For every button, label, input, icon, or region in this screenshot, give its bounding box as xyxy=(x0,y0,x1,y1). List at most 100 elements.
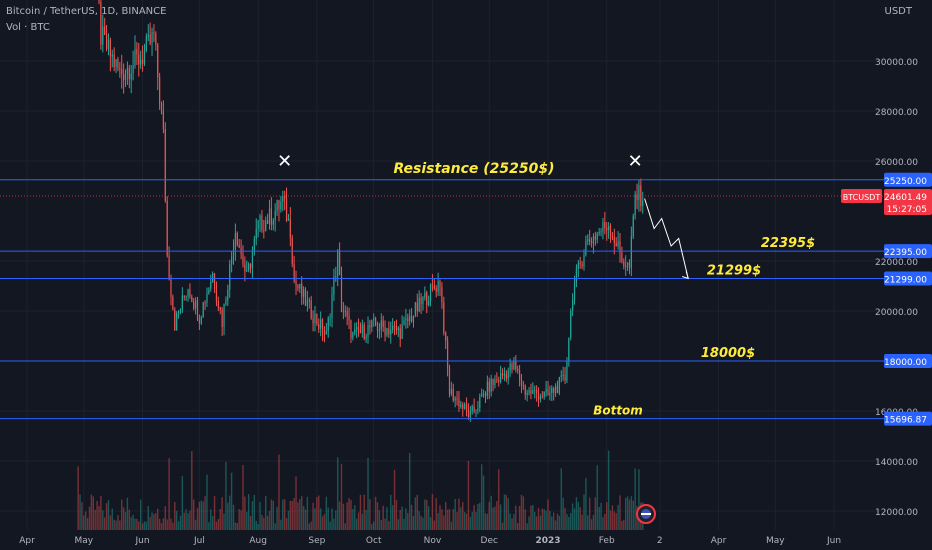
x-marker-icon: ✕ xyxy=(628,151,643,172)
volume-bar xyxy=(583,494,585,530)
volume-bar xyxy=(259,502,261,530)
candle-body xyxy=(481,393,483,397)
volume-bar xyxy=(579,507,581,530)
x-tick-label: Feb xyxy=(599,536,615,546)
volume-bar xyxy=(200,500,202,530)
candle-body xyxy=(477,408,479,411)
candle-body xyxy=(123,74,125,81)
candle-body xyxy=(471,406,473,411)
volume-bar xyxy=(388,521,390,530)
candle-body xyxy=(560,375,562,378)
volume-bar xyxy=(352,509,354,530)
candle-body xyxy=(632,215,634,237)
candle-body xyxy=(321,319,324,334)
candle-body xyxy=(486,381,488,396)
candle-body xyxy=(268,208,271,224)
candle-body xyxy=(98,0,100,3)
volume-bar xyxy=(189,510,191,530)
level-price-tag[interactable] xyxy=(884,354,932,368)
candle-body xyxy=(327,317,329,331)
volume-bar xyxy=(103,517,106,530)
volume-bar xyxy=(441,509,443,530)
volume-bar xyxy=(439,505,441,530)
volume-bar xyxy=(522,496,525,530)
volume-bar xyxy=(77,466,79,530)
candle-body xyxy=(109,39,111,57)
candle-body xyxy=(126,67,129,74)
candle-body xyxy=(249,263,252,268)
candle-body xyxy=(232,249,235,257)
volume-bar xyxy=(247,494,250,530)
volume-bar xyxy=(549,511,551,530)
volume-bar xyxy=(363,494,365,530)
candle-body xyxy=(534,390,536,392)
candle-body xyxy=(395,325,398,331)
candle-body xyxy=(596,233,598,240)
candle-body xyxy=(638,185,640,201)
candle-body xyxy=(606,228,608,231)
volume-bar xyxy=(319,508,322,530)
candle-body xyxy=(259,215,261,221)
candle-body xyxy=(564,374,566,381)
volume-bar xyxy=(444,501,447,530)
volume-bar xyxy=(373,521,375,530)
volume-bar xyxy=(333,518,335,530)
candle-body xyxy=(581,264,583,267)
volume-bar xyxy=(90,494,93,530)
volume-bar xyxy=(253,494,256,530)
candle-body xyxy=(280,201,282,210)
candle-body xyxy=(219,307,221,310)
volume-bar xyxy=(547,499,549,530)
volume-bar xyxy=(181,476,184,530)
candle-body xyxy=(526,392,528,395)
volume-bar xyxy=(304,509,307,530)
candle-body xyxy=(170,279,172,297)
current-price-tag[interactable] xyxy=(884,188,932,215)
candle-body xyxy=(401,324,403,340)
volume-bar xyxy=(88,506,91,530)
candle-body xyxy=(496,379,498,381)
candle-body xyxy=(642,200,644,207)
volume-bar xyxy=(86,517,89,530)
level-price-tag[interactable] xyxy=(884,271,932,286)
volume-bar xyxy=(632,500,634,530)
volume-bar xyxy=(558,515,561,530)
volume-bar xyxy=(293,498,295,530)
volume-bar xyxy=(488,501,490,530)
volume-bar xyxy=(587,515,589,530)
volume-bar xyxy=(85,511,87,530)
level-price-tag[interactable] xyxy=(884,244,932,259)
candle-body xyxy=(363,324,365,339)
candle-body xyxy=(416,302,418,312)
volume-bar xyxy=(177,521,180,530)
volume-bar xyxy=(126,497,129,530)
level-price-tag[interactable] xyxy=(884,172,932,187)
candle-body xyxy=(600,231,602,233)
volume-bar xyxy=(499,504,502,530)
volume-bar xyxy=(598,506,600,530)
level-price-tag[interactable] xyxy=(884,411,932,426)
x-tick-label: Jul xyxy=(193,536,205,546)
volume-bar xyxy=(554,520,557,530)
volume-bar xyxy=(337,457,339,530)
volume-bar xyxy=(162,518,165,530)
candle-body xyxy=(174,310,176,331)
symbol-tag xyxy=(841,188,882,203)
current-price-label: 24601.49 xyxy=(884,193,927,203)
candle-body xyxy=(492,379,494,385)
volume-bar xyxy=(124,511,127,530)
candle-body xyxy=(613,236,615,244)
volume-bar xyxy=(570,512,572,530)
candle-body xyxy=(244,264,246,272)
volume-bar xyxy=(391,505,394,530)
candle-body xyxy=(378,329,380,331)
candle-body xyxy=(418,297,420,312)
volume-bar xyxy=(382,505,384,530)
volume-bar xyxy=(111,508,113,530)
candle-body xyxy=(270,208,272,225)
y-tick-label: 20000.00 xyxy=(875,308,918,318)
volume-bar xyxy=(344,523,346,530)
volume-bar xyxy=(238,509,240,530)
candle-body xyxy=(344,311,346,313)
